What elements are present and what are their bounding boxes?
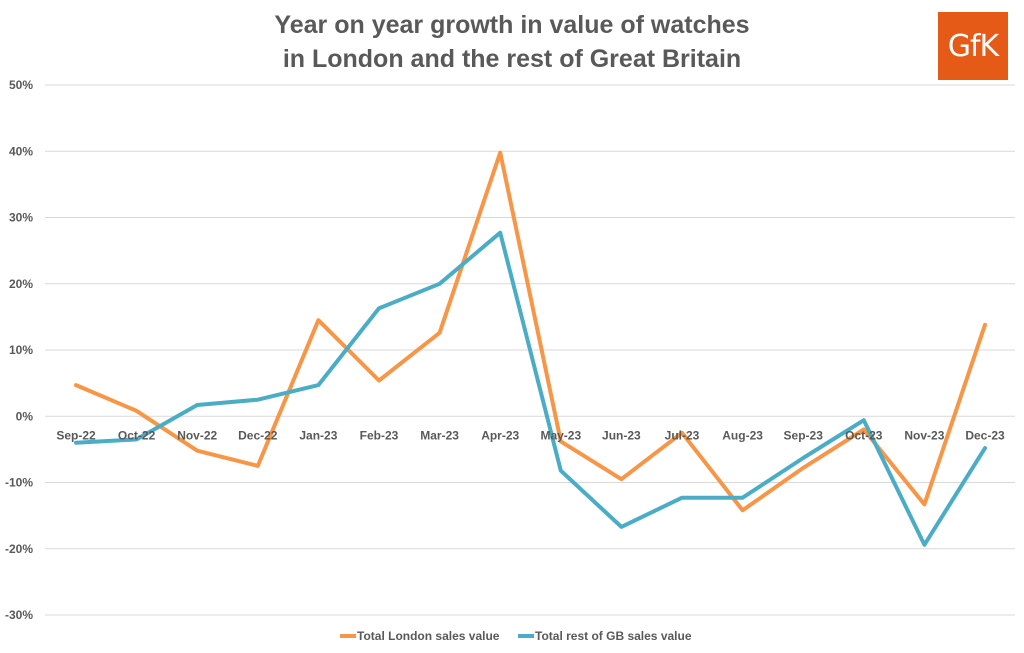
x-tick-label: Jul-23 (665, 428, 700, 442)
x-tick-label: Sep-23 (784, 428, 824, 442)
x-tick-label: Dec-22 (238, 428, 278, 442)
y-tick-label: 50% (9, 78, 33, 92)
chart-title-line-1: Year on year growth in value of watches (274, 11, 750, 39)
y-tick-label: -10% (5, 476, 33, 490)
gfk-logo-text: GfK (947, 28, 999, 64)
x-tick-label: Jan-23 (299, 428, 337, 442)
y-tick-label: 40% (9, 144, 33, 158)
y-tick-label: 0% (16, 409, 34, 423)
x-tick-label: Oct-22 (118, 428, 156, 442)
x-tick-label: Nov-23 (904, 428, 944, 442)
x-tick-label: May-23 (540, 428, 581, 442)
y-tick-label: -20% (5, 542, 33, 556)
y-tick-label: 20% (9, 277, 33, 291)
series-line-2 (74, 230, 987, 547)
gfk-logo: GfK (938, 12, 1008, 80)
x-tick-label: Apr-23 (481, 428, 519, 442)
x-tick-label: Feb-23 (360, 428, 399, 442)
chart-title-line-2: in London and the rest of Great Britain (282, 45, 742, 73)
x-tick-label: Sep-22 (56, 428, 96, 442)
series-line-1 (74, 150, 987, 513)
x-tick-label: Aug-23 (722, 428, 763, 442)
x-tick-label: Oct-23 (845, 428, 883, 442)
legend-label: Total London sales value (357, 629, 500, 643)
legend-label: Total rest of GB sales value (535, 629, 692, 643)
x-tick-label: Mar-23 (420, 428, 459, 442)
x-tick-label: Dec-23 (965, 428, 1005, 442)
y-tick-label: 30% (9, 211, 33, 225)
x-tick-label: Nov-22 (177, 428, 217, 442)
y-tick-label: -30% (5, 608, 33, 622)
y-tick-label: 10% (9, 343, 33, 357)
x-tick-label: Jun-23 (602, 428, 641, 442)
chart-title: Year on year growth in value of watches … (0, 8, 1024, 76)
